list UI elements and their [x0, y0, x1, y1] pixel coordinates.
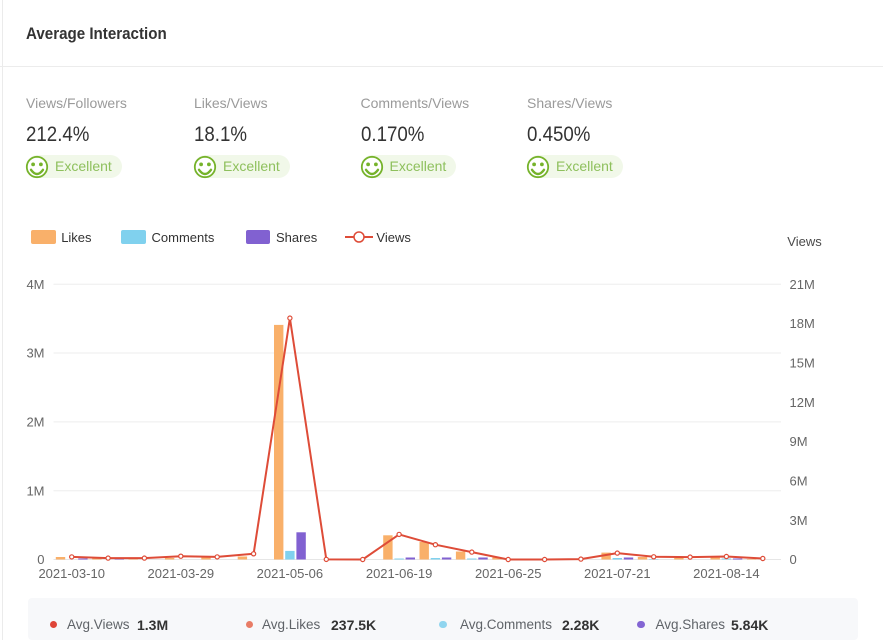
svg-text:3M: 3M	[790, 513, 808, 528]
svg-text:2021-06-19: 2021-06-19	[366, 566, 433, 581]
svg-text:6M: 6M	[790, 473, 808, 488]
svg-text:2021-08-14: 2021-08-14	[693, 566, 760, 581]
svg-text:2021-03-29: 2021-03-29	[148, 566, 215, 581]
svg-text:12M: 12M	[790, 395, 815, 410]
svg-text:2M: 2M	[26, 415, 44, 430]
svg-text:2021-06-25: 2021-06-25	[475, 566, 542, 581]
svg-text:18M: 18M	[790, 316, 815, 331]
svg-text:2021-03-10: 2021-03-10	[38, 566, 105, 581]
svg-text:3M: 3M	[26, 346, 44, 361]
svg-text:15M: 15M	[790, 356, 815, 371]
svg-text:2021-05-06: 2021-05-06	[257, 566, 324, 581]
svg-text:21M: 21M	[790, 277, 815, 292]
svg-text:2021-07-21: 2021-07-21	[584, 566, 651, 581]
svg-text:9M: 9M	[790, 434, 808, 449]
svg-text:0: 0	[37, 552, 44, 567]
svg-text:4M: 4M	[26, 277, 44, 292]
svg-text:1M: 1M	[26, 483, 44, 498]
svg-text:0: 0	[790, 552, 797, 567]
